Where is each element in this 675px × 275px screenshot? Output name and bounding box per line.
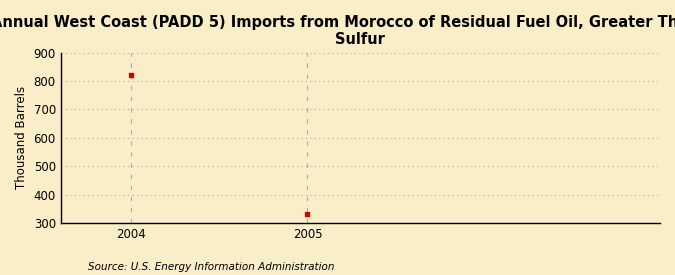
Y-axis label: Thousand Barrels: Thousand Barrels <box>15 86 28 189</box>
Title: Annual West Coast (PADD 5) Imports from Morocco of Residual Fuel Oil, Greater Th: Annual West Coast (PADD 5) Imports from … <box>0 15 675 47</box>
Text: Source: U.S. Energy Information Administration: Source: U.S. Energy Information Administ… <box>88 262 334 272</box>
